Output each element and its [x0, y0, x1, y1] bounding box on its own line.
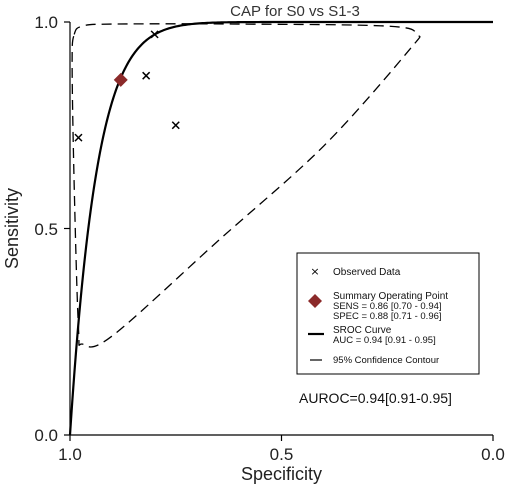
observed-point-2 [150, 30, 159, 39]
legend: × Observed Data Summary Operating Point … [296, 252, 480, 375]
observed-point-stroke [150, 30, 159, 39]
legend-summary-spec: SPEC = 0.88 [0.71 - 0.96] [333, 311, 442, 322]
y-tick-label-05: 0.5 [34, 220, 58, 239]
plot-frame [64, 21, 494, 441]
y-tick-label-1: 1.0 [34, 13, 58, 32]
y-tick-label-0: 0.0 [34, 426, 58, 445]
legend-observed-icon: × [310, 265, 319, 278]
auroc-annotation: AUROC=0.94[0.91-0.95] [299, 390, 452, 406]
summary-operating-point [113, 72, 128, 87]
legend-summary-title: Summary Operating Point [333, 291, 448, 302]
observed-point-stroke [74, 133, 83, 142]
observed-point-3 [142, 71, 151, 80]
legend-summary-icon [308, 294, 322, 308]
chart-title: CAP for S0 vs S1-3 [230, 3, 360, 20]
observed-point-stroke [171, 121, 180, 130]
x-tick-label-05: 0.5 [270, 445, 294, 464]
x-tick-label-1: 1.0 [58, 445, 82, 464]
observed-point-stroke [142, 71, 151, 80]
legend-summary-sens: SENS = 0.86 [0.70 - 0.94] [333, 301, 442, 312]
x-tick-label-0: 0.0 [481, 445, 505, 464]
legend-observed-label: Observed Data [333, 267, 401, 278]
observed-points [74, 30, 180, 142]
legend-box [296, 252, 480, 375]
observed-point-1 [74, 133, 83, 142]
x-axis-label: Specificity [241, 464, 322, 484]
y-axis-label: Sensitivity [2, 188, 22, 269]
confidence-contour [71, 23, 421, 348]
legend-contour-label: 95% Confidence Contour [333, 355, 439, 366]
observed-point-4 [171, 121, 180, 130]
legend-sroc-title: SROC Curve [333, 325, 392, 336]
legend-sroc-auc: AUC = 0.94 [0.91 - 0.95] [333, 335, 436, 346]
sroc-curve [68, 20, 493, 436]
